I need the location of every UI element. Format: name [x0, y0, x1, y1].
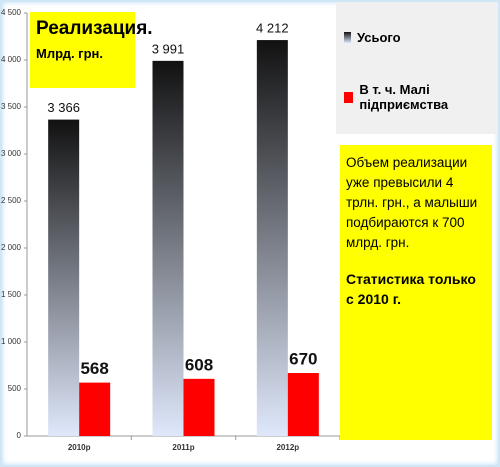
- value-label: 608: [185, 355, 213, 374]
- bar: [256, 40, 288, 437]
- legend-item: Усього: [344, 30, 401, 45]
- y-tick-label: 1 500: [1, 290, 22, 299]
- bar: [287, 373, 319, 436]
- y-tick-label: 500: [8, 384, 22, 393]
- title-box: Реализация. Млрд. грн.: [30, 12, 153, 88]
- y-tick-label: 3 000: [1, 149, 22, 158]
- value-label: 670: [289, 350, 317, 369]
- legend-label: Усього: [357, 30, 401, 45]
- legend-swatch: [344, 32, 351, 43]
- x-tick-label: 2010р: [68, 443, 91, 452]
- annotation-box: Объем реализации уже превысили 4 трлн. г…: [340, 145, 492, 440]
- y-tick-label: 2 500: [1, 196, 22, 205]
- value-label: 3 366: [47, 100, 80, 115]
- bar: [152, 60, 184, 436]
- legend-item: В т. ч. Малі підприємства: [344, 82, 498, 112]
- bar: [183, 378, 215, 436]
- y-tick-label: 2 000: [1, 243, 22, 252]
- x-tick-label: 2011р: [172, 443, 194, 452]
- bar: [79, 382, 111, 436]
- legend: Усього В т. ч. Малі підприємства: [336, 2, 498, 134]
- legend-swatch: [344, 91, 354, 103]
- bar: [48, 119, 80, 436]
- y-tick-label: 4 500: [1, 8, 22, 17]
- chart-title: Реализация.: [36, 18, 153, 39]
- annotation: Статистика только с 2010 г.: [346, 271, 476, 307]
- y-tick-label: 0: [17, 431, 22, 440]
- value-label: 4 212: [256, 21, 289, 36]
- x-tick-label: 2012р: [276, 443, 299, 452]
- y-tick-label: 1 000: [1, 337, 22, 346]
- annotation: Объем реализации уже превысили 4 трлн. г…: [346, 155, 478, 250]
- legend-label: В т. ч. Малі підприємства: [359, 82, 449, 112]
- chart-subtitle: Млрд. грн.: [36, 46, 103, 61]
- y-tick-label: 4 000: [1, 55, 22, 64]
- y-tick-label: 3 500: [1, 102, 22, 111]
- value-label: 3 991: [152, 41, 185, 56]
- value-label: 568: [80, 359, 108, 378]
